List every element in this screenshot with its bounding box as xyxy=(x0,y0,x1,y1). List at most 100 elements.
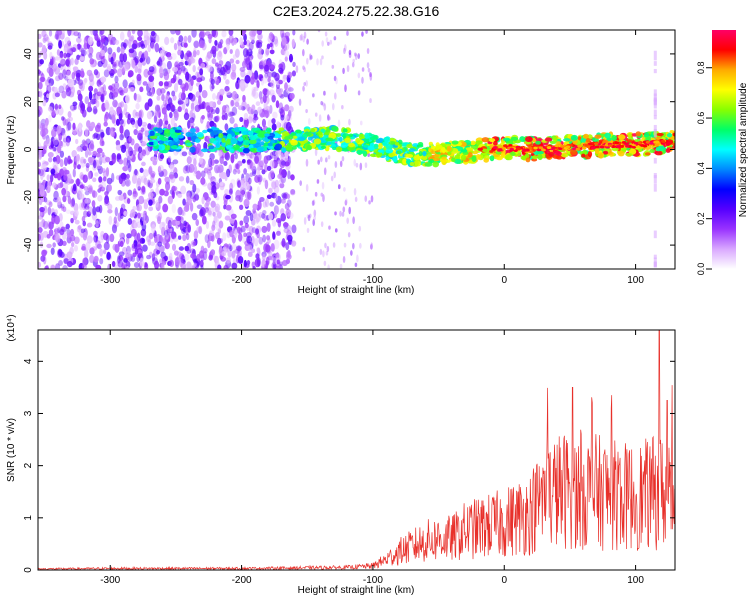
noise-blob xyxy=(365,30,368,34)
noise-blob xyxy=(264,108,271,118)
noise-blob xyxy=(311,200,315,206)
noise-blob xyxy=(200,170,206,178)
noise-blob xyxy=(65,209,71,214)
noise-blob xyxy=(225,204,232,211)
noise-blob xyxy=(38,142,41,147)
noise-blob xyxy=(278,108,284,114)
noise-blob xyxy=(148,75,155,82)
noise-blob xyxy=(249,35,256,41)
signal-blob xyxy=(335,146,343,153)
noise-blob xyxy=(248,61,253,71)
noise-blob xyxy=(258,47,263,55)
noise-blob xyxy=(226,168,231,178)
noise-blob xyxy=(319,58,323,66)
noise-blob xyxy=(237,105,243,111)
noise-blob xyxy=(56,125,62,134)
noise-blob xyxy=(333,36,337,41)
noise-blob xyxy=(47,180,52,189)
noise-blob xyxy=(306,214,310,219)
noise-blob xyxy=(247,190,252,201)
signal-blob xyxy=(672,145,675,149)
noise-blob xyxy=(653,109,657,116)
noise-blob xyxy=(164,242,170,250)
noise-blob xyxy=(213,215,218,224)
noise-blob xyxy=(171,243,177,251)
noise-blob xyxy=(88,46,94,55)
noise-blob xyxy=(207,172,212,178)
signal-blob xyxy=(424,162,433,167)
signal-peak xyxy=(587,142,593,146)
noise-blob xyxy=(93,132,99,139)
noise-blob xyxy=(275,195,282,205)
noise-blob xyxy=(246,235,253,244)
noise-blob xyxy=(214,164,220,174)
noise-blob xyxy=(111,260,116,268)
noise-blob xyxy=(207,239,211,249)
noise-blob xyxy=(83,185,89,191)
noise-blob xyxy=(136,73,142,82)
noise-blob xyxy=(128,38,132,49)
noise-blob xyxy=(100,93,105,103)
signal-blob xyxy=(561,153,569,158)
noise-blob xyxy=(38,106,43,116)
noise-blob xyxy=(258,61,263,69)
noise-blob xyxy=(90,143,94,150)
signal-peak xyxy=(645,140,651,144)
noise-blob xyxy=(170,37,175,44)
signal-blob xyxy=(656,132,664,137)
signal-blob xyxy=(157,144,166,151)
signal-blob xyxy=(369,136,377,141)
noise-blob xyxy=(159,221,166,231)
signal-blob xyxy=(274,143,283,150)
noise-blob xyxy=(214,40,218,46)
signal-blob xyxy=(392,156,398,163)
noise-blob xyxy=(180,65,186,72)
noise-blob xyxy=(67,78,74,88)
noise-blob xyxy=(366,48,370,54)
noise-blob xyxy=(89,58,95,65)
noise-blob xyxy=(234,229,238,239)
noise-blob xyxy=(147,98,153,107)
noise-blob xyxy=(157,177,162,185)
noise-blob xyxy=(170,104,176,113)
noise-blob xyxy=(653,97,657,106)
noise-blob xyxy=(313,216,316,221)
noise-blob xyxy=(357,53,361,59)
noise-blob xyxy=(131,174,138,184)
noise-blob xyxy=(186,249,192,254)
noise-blob xyxy=(348,118,351,126)
signal-blob xyxy=(489,155,495,162)
noise-blob xyxy=(67,30,72,37)
noise-blob xyxy=(84,204,90,210)
signal-peak xyxy=(546,146,552,149)
noise-blob xyxy=(71,149,77,158)
noise-blob xyxy=(212,211,216,217)
noise-blob xyxy=(260,96,264,104)
noise-blob xyxy=(359,120,363,126)
noise-blob xyxy=(183,35,188,43)
noise-blob xyxy=(65,223,70,230)
noise-blob xyxy=(181,151,188,157)
noise-blob xyxy=(38,150,42,160)
noise-blob xyxy=(116,46,121,53)
signal-peak xyxy=(522,148,528,152)
noise-blob xyxy=(313,209,317,217)
noise-blob xyxy=(76,154,80,162)
noise-blob xyxy=(275,253,281,261)
noise-blob xyxy=(231,250,236,259)
noise-blob xyxy=(199,68,204,76)
signal-blob xyxy=(563,138,571,142)
noise-blob xyxy=(196,143,202,151)
noise-blob xyxy=(46,243,52,249)
noise-blob xyxy=(80,183,86,190)
noise-blob xyxy=(198,208,204,217)
noise-blob xyxy=(147,44,152,53)
noise-blob xyxy=(43,220,49,230)
noise-blob xyxy=(278,63,283,70)
noise-blob xyxy=(102,176,107,182)
noise-blob xyxy=(96,40,101,47)
noise-blob xyxy=(302,85,305,92)
noise-blob xyxy=(58,72,64,81)
noise-blob xyxy=(111,83,116,92)
noise-blob xyxy=(115,118,120,126)
